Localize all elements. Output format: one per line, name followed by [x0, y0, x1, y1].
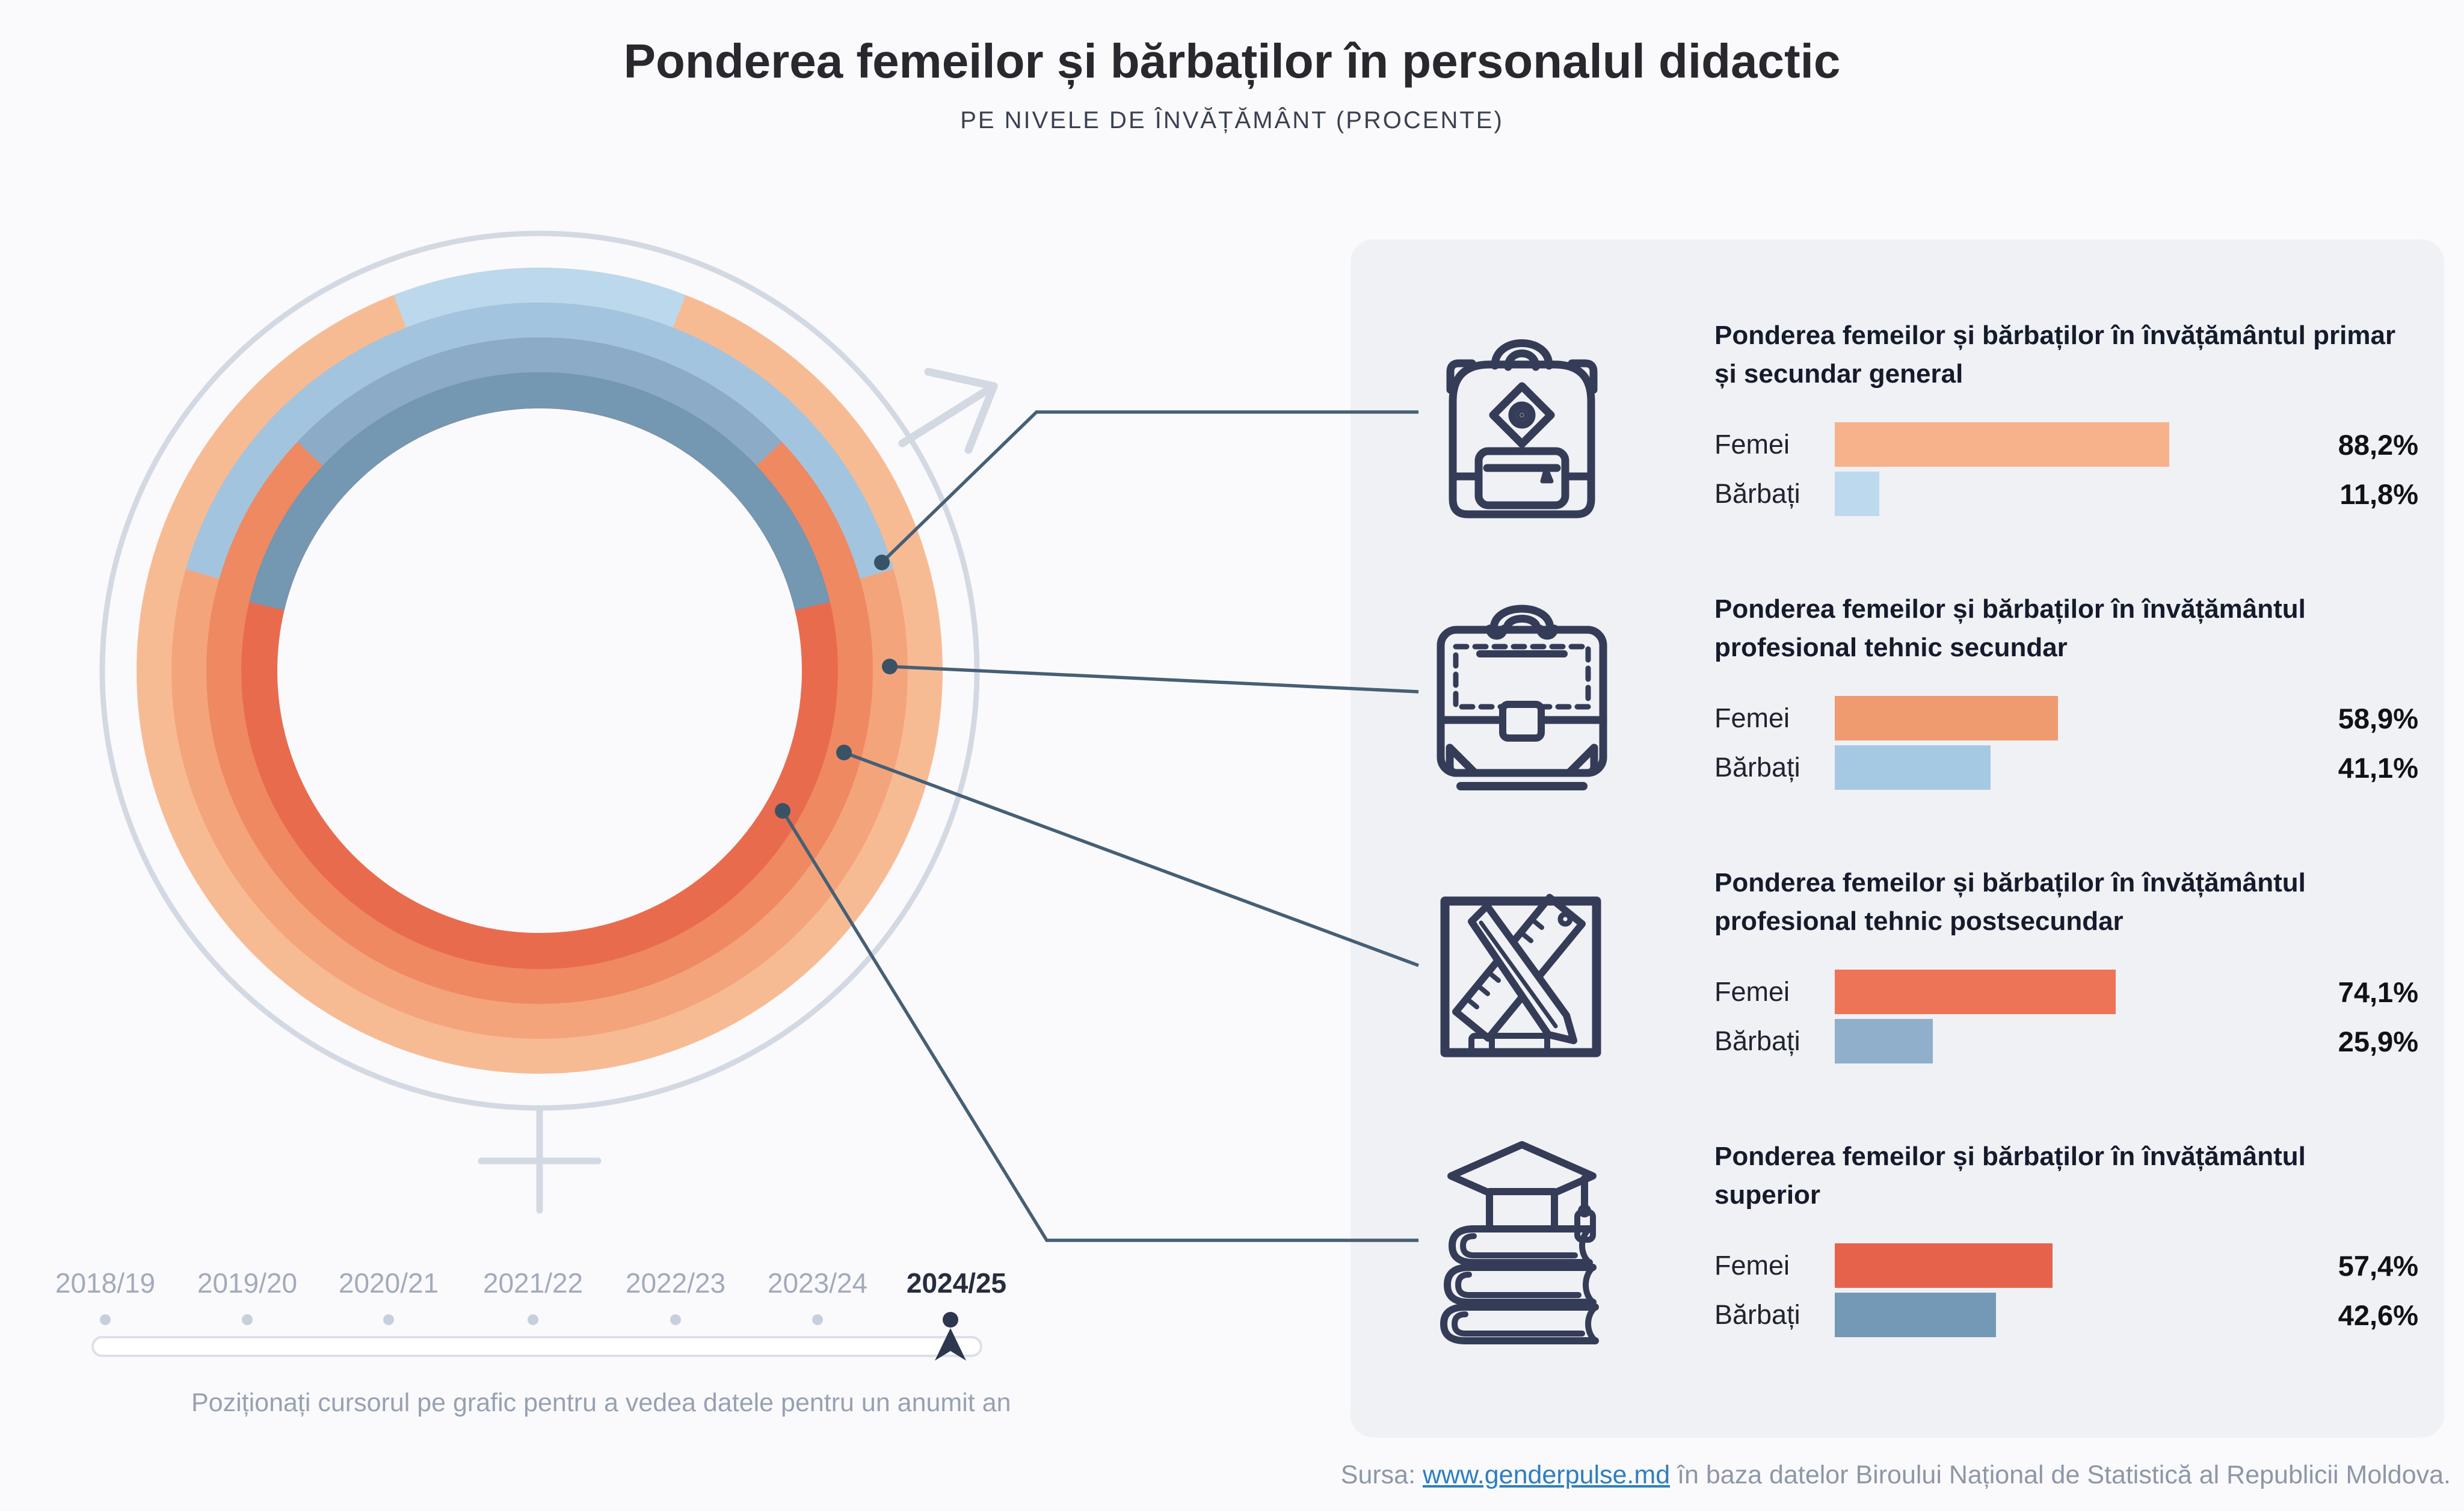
femei-label: Femei	[1714, 429, 1790, 460]
femei-bar	[1835, 970, 2116, 1014]
timeline-dot-active[interactable]	[943, 1312, 958, 1328]
barbati-label: Bărbați	[1714, 1026, 1800, 1056]
femei-label: Femei	[1714, 976, 1790, 1007]
section-heading: Ponderea femeilor și bărbaților în învăț…	[1714, 1142, 2306, 1210]
section-heading: Ponderea femeilor și bărbaților în învăț…	[1714, 321, 2396, 389]
timeline-dot[interactable]	[242, 1314, 253, 1325]
source-text: în baza datelor Biroului Național de Sta…	[1677, 1460, 2451, 1489]
callout-dot-secundar	[882, 659, 898, 674]
timeline-year-2020-21[interactable]: 2020/21	[338, 1267, 439, 1299]
donut-ring-barbati-1[interactable]	[185, 303, 894, 579]
callout-dot-postsecundar	[836, 745, 852, 760]
callout-dots	[775, 555, 898, 819]
timeline-year-2018-19[interactable]: 2018/19	[55, 1267, 156, 1299]
male-arrow-icon	[898, 368, 998, 454]
timeline-hint: Poziționați cursorul pe grafic pentru a …	[191, 1388, 1011, 1417]
section-tehnic-postsecundar: Ponderea femeilor și bărbaților în învăț…	[1432, 860, 2418, 1071]
femei-value: 58,9%	[2338, 702, 2418, 734]
timeline-dot[interactable]	[100, 1314, 111, 1325]
source-link[interactable]: www.genderpulse.md	[1423, 1460, 1671, 1489]
timeline-year-2023-24[interactable]: 2023/24	[767, 1267, 868, 1299]
timeline-dot[interactable]	[670, 1314, 681, 1325]
donut-rings[interactable]	[137, 268, 943, 1074]
backpack-icon	[1432, 313, 1618, 523]
femei-label: Femei	[1714, 703, 1790, 733]
pencil-ruler-icon	[1432, 860, 1618, 1071]
timeline-year-2022-23[interactable]: 2022/23	[625, 1267, 726, 1299]
timeline-year-2024-25[interactable]: 2024/25	[906, 1267, 1007, 1299]
source-line: Sursa: www.genderpulse.md în baza datelo…	[1341, 1460, 2451, 1490]
source-label: Sursa:	[1340, 1460, 1416, 1489]
timeline-year-2019-20[interactable]: 2019/20	[197, 1267, 298, 1299]
callout-lines	[781, 410, 1419, 1242]
femei-label: Femei	[1714, 1250, 1790, 1281]
section-heading: Ponderea femeilor și bărbaților în învăț…	[1714, 868, 2306, 936]
callout-line-secundar	[889, 665, 1419, 694]
barbati-label: Bărbați	[1714, 478, 1800, 509]
page-title: Ponderea femeilor și bărbaților în perso…	[623, 34, 1841, 88]
callout-line-primar	[881, 410, 1418, 564]
barbati-label: Bărbați	[1714, 752, 1800, 783]
barbati-bar	[1835, 1293, 1997, 1337]
timeline-dot[interactable]	[812, 1314, 823, 1325]
femei-value: 74,1%	[2338, 976, 2418, 1008]
section-heading: Ponderea femeilor și bărbaților în învăț…	[1714, 594, 2306, 662]
barbati-bar	[1835, 1019, 1933, 1063]
barbati-bar	[1835, 745, 1991, 790]
donut-ring-femei-1[interactable]	[171, 303, 908, 1039]
femei-value: 57,4%	[2338, 1249, 2418, 1282]
section-superior: Ponderea femeilor și bărbaților în învăț…	[1432, 1134, 2418, 1347]
timeline-dot[interactable]	[528, 1314, 538, 1325]
barbati-value: 25,9%	[2338, 1025, 2418, 1057]
barbati-label: Bărbați	[1714, 1299, 1800, 1330]
callout-line-postsecundar	[843, 751, 1419, 967]
timeline-dot[interactable]	[383, 1314, 394, 1325]
callout-dot-primar	[874, 555, 890, 570]
female-symbol-circle	[99, 230, 980, 1111]
timeline-cursor-handle[interactable]	[934, 1327, 967, 1363]
donut-ring-femei-0[interactable]	[137, 268, 943, 1074]
femei-bar	[1835, 1243, 2053, 1288]
barbati-value: 41,1%	[2338, 751, 2418, 784]
section-primar-secundar: Ponderea femeilor și bărbaților în învăț…	[1432, 313, 2418, 523]
barbati-value: 42,6%	[2338, 1299, 2418, 1331]
donut-ring-barbati-0[interactable]	[393, 268, 686, 329]
briefcase-icon	[1432, 586, 1618, 792]
femei-bar	[1835, 422, 2169, 467]
femei-bar	[1835, 696, 2059, 740]
timeline-slider-track[interactable]	[91, 1336, 982, 1357]
graduation-cap-icon	[1432, 1134, 1618, 1347]
barbati-bar	[1835, 472, 1880, 516]
section-tehnic-secundar: Ponderea femeilor și bărbaților în învăț…	[1432, 586, 2418, 792]
callout-line-superior	[781, 810, 1418, 1242]
timeline-year-2021-22[interactable]: 2021/22	[482, 1267, 584, 1299]
page-subtitle: PE NIVELE DE ÎNVĂȚĂMÂNT (PROCENTE)	[960, 107, 1504, 134]
donut-ring-femei-3[interactable]	[241, 372, 838, 969]
donut-ring-barbati-2[interactable]	[297, 337, 782, 467]
donut-ring-barbati-3[interactable]	[249, 372, 830, 611]
callout-dot-superior	[775, 803, 790, 819]
barbati-value: 11,8%	[2339, 478, 2418, 510]
donut-ring-femei-2[interactable]	[206, 337, 873, 1004]
femei-value: 88,2%	[2338, 428, 2418, 461]
